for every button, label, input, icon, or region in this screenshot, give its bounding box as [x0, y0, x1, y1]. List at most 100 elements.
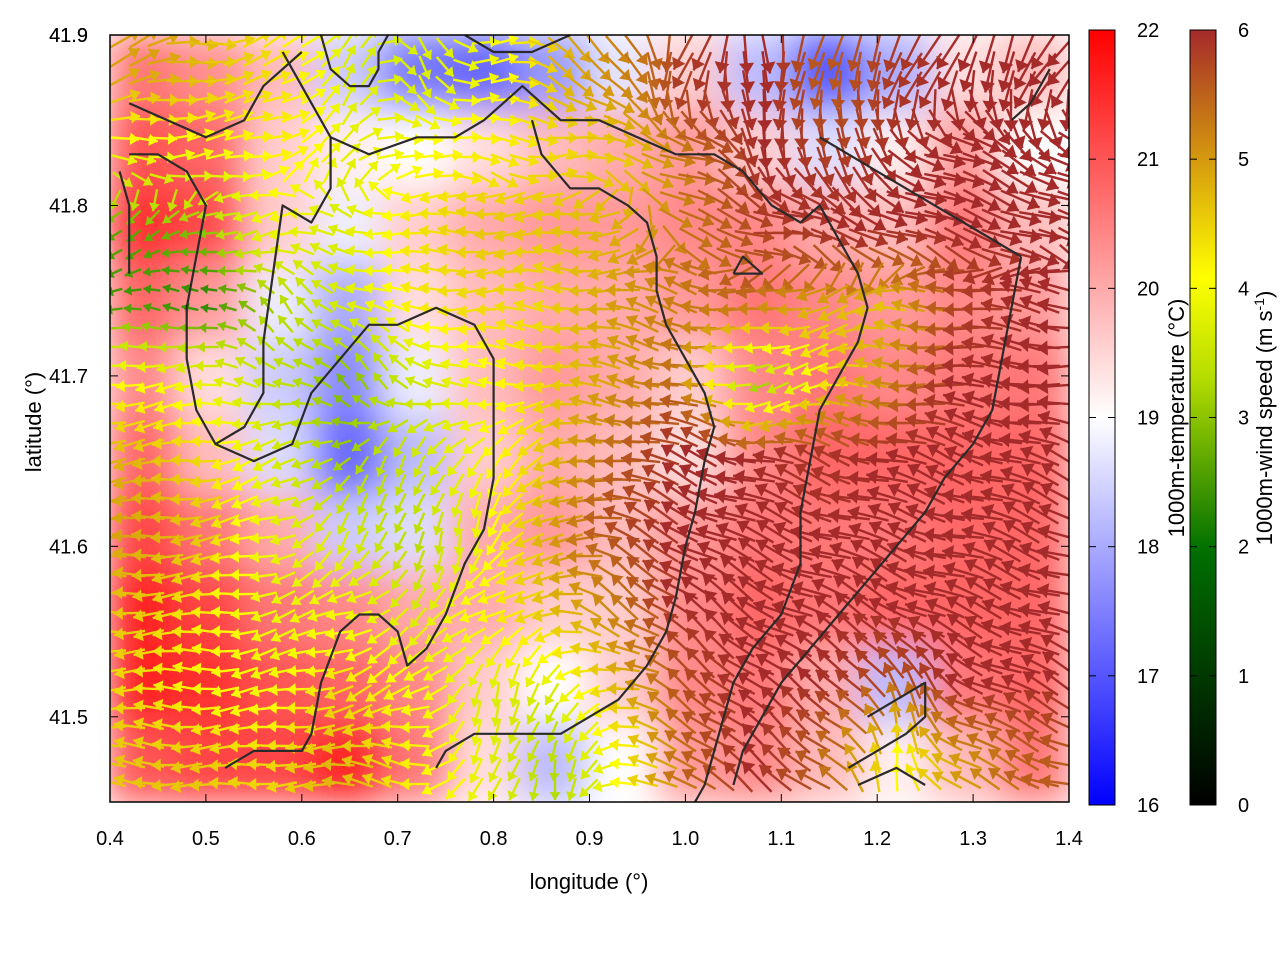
wind-vector [962, 170, 1002, 192]
wind-vector [1017, 413, 1060, 429]
wind-vector [792, 483, 832, 505]
wind-vector [680, 409, 717, 428]
wind-vector [887, 149, 923, 177]
wind-vector [1039, 774, 1069, 789]
wind-vector [869, 577, 908, 601]
wind-vector [130, 153, 157, 166]
wind-vector [779, 704, 811, 736]
wind-vector [853, 356, 887, 370]
y-axis-label: latitude (°) [21, 372, 46, 473]
wind-vector [490, 682, 503, 708]
wind-vector [336, 511, 350, 535]
wind-vector [605, 639, 640, 655]
wind-vector [584, 74, 615, 97]
wind-vector [923, 393, 965, 409]
wind-vector [547, 740, 559, 763]
wind-vector [645, 35, 663, 71]
wind-vector [587, 337, 621, 351]
wind-vector [587, 267, 621, 281]
wind-vector [983, 539, 1022, 563]
wind-vector [1040, 462, 1069, 483]
x-tick-label: 0.4 [96, 828, 124, 850]
wind-vector [900, 35, 922, 71]
wind-vector [961, 675, 1003, 694]
wind-vector [641, 171, 674, 189]
wind-vector [271, 438, 296, 451]
wind-vector [110, 47, 141, 68]
wind-vector [697, 227, 733, 249]
wind-vector [528, 115, 558, 130]
wind-vector [144, 209, 161, 226]
wind-vector [453, 530, 465, 556]
x-tick-label: 1.1 [767, 828, 795, 850]
temperature-colorbar-label: 1000m-temperature (°C) [1164, 299, 1189, 538]
wind-vector [387, 645, 410, 666]
wind-vector [311, 318, 333, 332]
wind-vector [405, 375, 429, 389]
wind-vector [213, 192, 239, 204]
wind-vector [625, 518, 660, 545]
x-tick-label: 0.5 [192, 828, 220, 850]
temperature-colorbar: 16 17 18 19 20 21 22 1000m-temperature (°C) [1088, 20, 1189, 817]
wind-vector [608, 227, 640, 247]
wind-vector [987, 748, 1020, 772]
wind-vector [312, 494, 333, 512]
wind-colorbar-label-main: 1000m-wind speed (m s [1252, 311, 1277, 546]
contour-line [330, 84, 869, 802]
wind-vector [641, 152, 675, 170]
wind-vector [713, 470, 756, 486]
wind-vector [128, 48, 160, 68]
wind-vector [110, 229, 123, 241]
wind-vector [290, 589, 315, 606]
wind-vector [905, 397, 946, 412]
wind-vector [888, 379, 926, 394]
wind-vector [351, 550, 371, 571]
wind-vector [659, 560, 699, 581]
wind-vector [1019, 170, 1060, 192]
wind-vector [190, 455, 222, 468]
wind-vector [603, 114, 636, 131]
wind-vector [589, 617, 621, 638]
wind-vector [1037, 544, 1069, 560]
wind-vector [425, 607, 447, 627]
wind-vector [608, 719, 639, 733]
wind-vector [565, 532, 603, 547]
temperature-cell [313, 416, 386, 498]
wind-vector [218, 302, 237, 313]
wind-vector [359, 160, 379, 182]
wind-vector [526, 720, 540, 744]
wind-vector [606, 267, 640, 282]
wind-vector [580, 759, 599, 780]
wind-vector [547, 74, 575, 98]
wind-vector [851, 556, 888, 583]
wind-vector [833, 166, 857, 204]
wind-vector [778, 323, 811, 337]
wind-vector [911, 108, 930, 149]
wind-vector [548, 495, 583, 509]
temperature-cell [245, 723, 318, 802]
wind-vector [191, 703, 221, 716]
wind-vector [423, 646, 448, 663]
wind-vector [624, 72, 649, 104]
wind-vector [214, 357, 239, 369]
wind-vector [622, 415, 660, 430]
wind-vector [699, 671, 736, 696]
wind-vector [233, 376, 258, 389]
wind-vector [390, 569, 408, 590]
wind-vector [982, 577, 1022, 601]
wind-vector [162, 283, 180, 294]
wind-vector [719, 265, 755, 286]
wind-vector [444, 664, 467, 684]
wind-vector [642, 538, 679, 563]
wind-vector [231, 438, 259, 452]
wind-vector [497, 418, 525, 435]
wind-vector [243, 150, 273, 163]
wind-vector [666, 687, 697, 716]
wind-vector [215, 229, 238, 240]
wind-vector [941, 527, 984, 543]
wind-vector [721, 591, 754, 622]
wind-vector [366, 664, 391, 685]
wind-vector [449, 473, 465, 498]
wind-vector [413, 550, 426, 573]
wind-vector [904, 564, 946, 580]
